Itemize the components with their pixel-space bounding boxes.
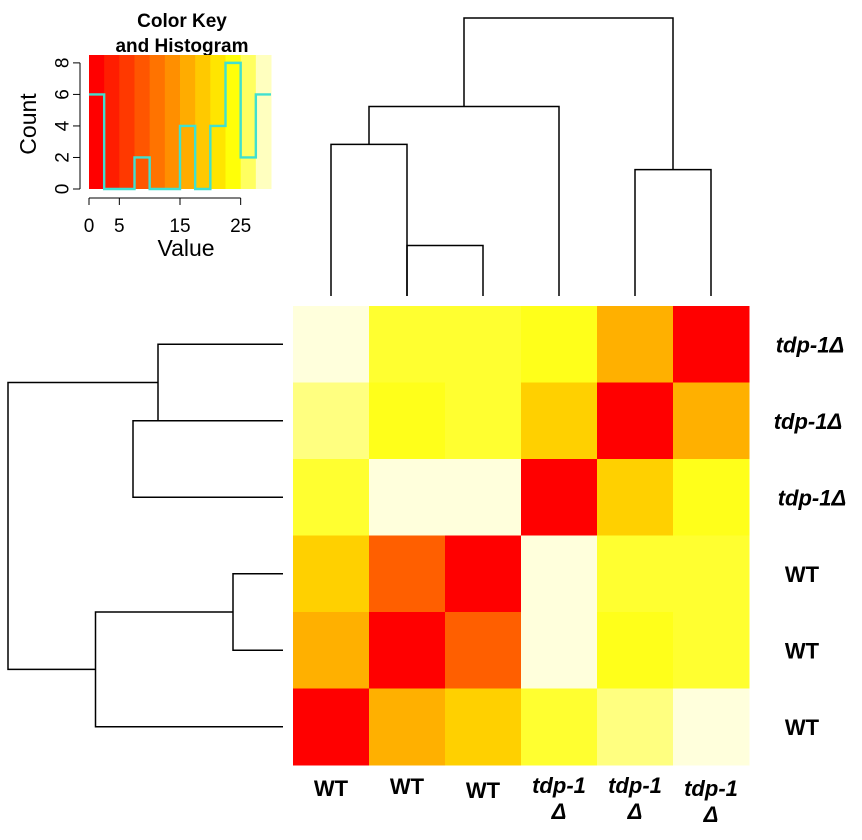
row-dendrogram bbox=[7, 343, 283, 728]
heatmap-cell bbox=[293, 382, 370, 460]
heatmap-cell bbox=[293, 688, 370, 766]
heatmap-cell bbox=[445, 382, 522, 460]
dendrogram-branch bbox=[232, 573, 283, 651]
column-labels: WT WT WT tdp-1 Δ tdp-1 Δ tdp-1 Δ bbox=[314, 773, 738, 827]
heatmap-cell bbox=[521, 535, 598, 613]
color-key-x-tick-label: 15 bbox=[169, 216, 190, 237]
heatmap-cell bbox=[597, 459, 674, 536]
column-dendrogram bbox=[330, 17, 712, 296]
row-label: tdp-1Δ bbox=[778, 485, 847, 510]
row-label: tdp-1Δ bbox=[774, 409, 843, 434]
heatmap-cell bbox=[293, 459, 370, 536]
color-key-band bbox=[195, 55, 211, 189]
heatmap-cell bbox=[445, 306, 522, 383]
color-key-band bbox=[149, 55, 166, 189]
heatmap-cell bbox=[597, 612, 674, 689]
heatmap-cell bbox=[597, 306, 674, 383]
heatmap-cell bbox=[597, 382, 674, 460]
color-key-band bbox=[225, 55, 242, 189]
heatmap-cell bbox=[521, 612, 598, 689]
column-label: tdp-1 Δ bbox=[532, 773, 586, 824]
color-key-title-line2: and Histogram bbox=[115, 36, 248, 57]
dendrogram-branch bbox=[463, 17, 674, 170]
heatmap-cell bbox=[521, 688, 598, 766]
color-key-band bbox=[119, 55, 135, 189]
color-key-y-tick-label: 4 bbox=[53, 120, 74, 131]
heatmap-cells bbox=[293, 306, 750, 766]
color-key-y-tick-label: 2 bbox=[53, 152, 74, 163]
heatmap-cell bbox=[521, 306, 598, 383]
color-key-band bbox=[89, 55, 105, 189]
color-key-band bbox=[134, 55, 151, 189]
row-label: WT bbox=[785, 638, 820, 663]
heatmap-cell bbox=[293, 306, 370, 383]
heatmap-cell bbox=[673, 688, 750, 766]
heatmap-cell bbox=[293, 535, 370, 613]
color-key-title-line1: Color Key bbox=[137, 11, 227, 32]
heatmap-cell bbox=[597, 535, 674, 613]
dendrogram-branch bbox=[330, 143, 408, 296]
color-key-histogram bbox=[89, 61, 271, 191]
dendrogram-branch bbox=[634, 168, 712, 296]
heatmap-cell bbox=[293, 612, 370, 689]
column-label: WT bbox=[390, 774, 425, 799]
color-key-ylabel: Count bbox=[15, 93, 41, 155]
color-key-y-tick-label: 0 bbox=[53, 184, 74, 195]
column-label: WT bbox=[314, 776, 349, 801]
heatmap-cell bbox=[445, 459, 522, 536]
heatmap-cell bbox=[673, 612, 750, 689]
color-key-x-tick-label: 5 bbox=[114, 216, 125, 237]
color-key-y-tick-label: 6 bbox=[53, 89, 74, 100]
row-label: tdp-1Δ bbox=[776, 332, 845, 357]
heatmap-cell bbox=[673, 382, 750, 460]
color-key-band bbox=[210, 55, 226, 189]
color-key-x-tick-label: 0 bbox=[84, 216, 95, 237]
color-key-band bbox=[104, 55, 120, 189]
heatmap-cell bbox=[521, 459, 598, 536]
column-label: tdp-1 Δ bbox=[684, 776, 738, 827]
column-label: tdp-1 Δ bbox=[608, 773, 662, 824]
color-key-x-tick-label: 25 bbox=[230, 216, 251, 237]
color-key-xlabel: Value bbox=[157, 235, 214, 261]
heatmap-cell bbox=[445, 535, 522, 613]
heatmap-cell bbox=[369, 382, 446, 460]
dendrogram-branch bbox=[94, 611, 283, 728]
color-key-band bbox=[180, 55, 196, 189]
heatmap-cell bbox=[673, 535, 750, 613]
column-label: WT bbox=[466, 778, 501, 803]
heatmap-cell bbox=[369, 612, 446, 689]
dendrogram-branch bbox=[157, 343, 283, 422]
color-key-y-tick-label: 8 bbox=[53, 58, 74, 69]
color-key-band bbox=[240, 55, 257, 189]
heatmap-cell bbox=[369, 688, 446, 766]
dendrogram-branch bbox=[368, 105, 560, 296]
heatmap-cell bbox=[369, 535, 446, 613]
heatmap-cell bbox=[369, 459, 446, 536]
heatmap-cell bbox=[673, 459, 750, 536]
heatmap-cell bbox=[673, 306, 750, 383]
row-labels: tdp-1Δ tdp-1Δ tdp-1Δ WT WT WT bbox=[774, 332, 847, 740]
heatmap-cell bbox=[445, 612, 522, 689]
heatmap-cell bbox=[597, 688, 674, 766]
color-key-bands bbox=[89, 55, 272, 189]
color-key-band bbox=[255, 55, 272, 189]
dendrogram-branch bbox=[132, 420, 283, 498]
row-label: WT bbox=[785, 715, 820, 740]
color-key-band bbox=[164, 55, 181, 189]
row-label: WT bbox=[785, 562, 820, 587]
heatmap-cell bbox=[521, 382, 598, 460]
dendrogram-branch bbox=[406, 244, 484, 296]
heatmap-cell bbox=[369, 306, 446, 383]
dendrogram-branch bbox=[7, 381, 158, 671]
heatmap-cell bbox=[445, 688, 522, 766]
